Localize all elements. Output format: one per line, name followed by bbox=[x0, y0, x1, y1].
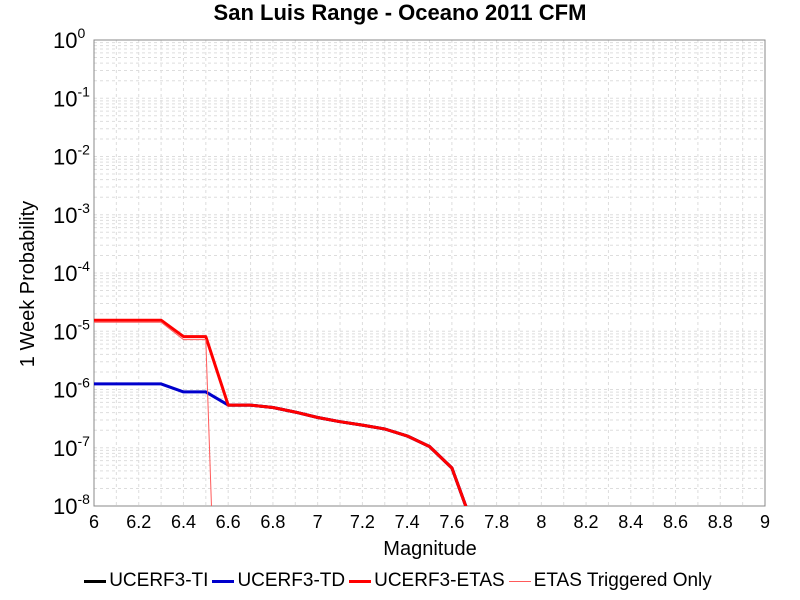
legend-item-ucerf3-td: UCERF3-TD bbox=[212, 570, 345, 592]
x-tick-label: 8.6 bbox=[663, 512, 688, 532]
x-tick-label: 8.8 bbox=[708, 512, 733, 532]
y-tick-labels: 100 10-1 10-2 10-3 10-4 10-5 10-6 10-7 10-8 bbox=[53, 25, 90, 519]
y-tick-label: 100 bbox=[53, 25, 85, 53]
legend: UCERF3-TI UCERF3-TD UCERF3-ETAS ETAS Trigge… bbox=[0, 568, 800, 594]
x-tick-label: 7.4 bbox=[395, 512, 420, 532]
x-tick-label: 8.4 bbox=[618, 512, 643, 532]
x-tick-labels: 6 6.2 6.4 6.6 6.8 7 7.2 7.4 7.6 7.8 8 8.2 8.4 8.6 8.8 9 bbox=[89, 512, 770, 532]
x-tick-label: 7.2 bbox=[350, 512, 375, 532]
legend-swatch bbox=[349, 579, 372, 583]
legend-item-etas-triggered-only: ETAS Triggered Only bbox=[508, 570, 712, 592]
x-tick-label: 7 bbox=[313, 512, 323, 532]
legend-label: UCERF3-TI bbox=[109, 570, 209, 591]
series-line-etas-triggered-only bbox=[94, 321, 212, 506]
x-tick-label: 7.6 bbox=[439, 512, 464, 532]
y-tick-label: 10-2 bbox=[53, 142, 90, 170]
y-tick-label: 10-7 bbox=[53, 433, 90, 461]
y-tick-label: 10-1 bbox=[53, 83, 90, 111]
legend-swatch bbox=[212, 579, 235, 583]
legend-item-ucerf3-etas: UCERF3-ETAS bbox=[349, 570, 505, 592]
legend-label: UCERF3-TD bbox=[237, 570, 346, 591]
x-tick-label: 6.8 bbox=[260, 512, 285, 532]
y-tick-label: 10-3 bbox=[53, 200, 90, 228]
plot-frame bbox=[93, 39, 766, 507]
series-line-ucerf3-etas bbox=[94, 318, 468, 506]
legend-swatch bbox=[84, 579, 107, 583]
legend-label: ETAS Triggered Only bbox=[533, 570, 712, 591]
legend-label: UCERF3-ETAS bbox=[374, 570, 505, 591]
x-tick-label: 6.2 bbox=[126, 512, 151, 532]
x-axis-label: Magnitude bbox=[383, 538, 477, 560]
legend-swatch bbox=[508, 580, 531, 582]
y-tick-label: 10-8 bbox=[53, 491, 90, 519]
x-tick-label: 7.8 bbox=[484, 512, 509, 532]
y-tick-label: 10-6 bbox=[53, 375, 90, 403]
chart-title: San Luis Range - Oceano 2011 CFM bbox=[213, 0, 587, 25]
series-layer bbox=[94, 318, 468, 506]
y-tick-label: 10-4 bbox=[53, 258, 90, 286]
grid-lines bbox=[93, 40, 766, 507]
x-tick-label: 9 bbox=[760, 512, 770, 532]
x-tick-label: 8.2 bbox=[574, 512, 599, 532]
legend-item-ucerf3-ti: UCERF3-TI bbox=[84, 570, 208, 592]
y-axis-label: 1 Week Probability bbox=[17, 200, 39, 368]
x-tick-label: 6.6 bbox=[216, 512, 241, 532]
y-tick-label: 10-5 bbox=[53, 316, 90, 344]
x-tick-label: 6 bbox=[89, 512, 99, 532]
x-tick-label: 8 bbox=[536, 512, 546, 532]
x-tick-label: 6.4 bbox=[171, 512, 196, 532]
